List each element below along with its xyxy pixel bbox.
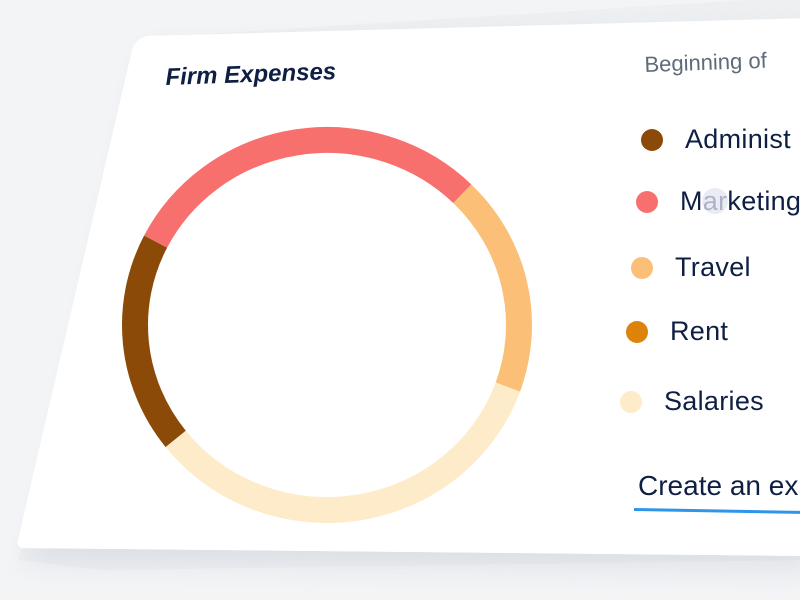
- legend-label-administ: Administ: [685, 124, 791, 154]
- legend-swatch-travel: [631, 256, 653, 279]
- legend-label-salaries: Salaries: [664, 386, 764, 416]
- donut-segment-marketing[interactable]: [144, 127, 472, 248]
- legend-swatch-marketing: [636, 190, 658, 213]
- mouse-cursor-indicator: [702, 188, 728, 214]
- legend-item-administ[interactable]: Administ: [641, 124, 791, 155]
- legend-item-salaries[interactable]: Salaries: [620, 386, 764, 417]
- legend-label-rent: Rent: [670, 316, 729, 346]
- legend-label-travel: Travel: [675, 252, 751, 282]
- create-expense-link[interactable]: Create an ex: [638, 470, 799, 501]
- legend-item-rent[interactable]: Rent: [626, 316, 728, 347]
- legend-swatch-rent: [626, 320, 648, 343]
- donut-segment-salaries[interactable]: [165, 382, 521, 523]
- legend-swatch-salaries: [620, 390, 642, 413]
- donut-segment-travel[interactable]: [453, 184, 532, 392]
- legend-item-travel[interactable]: Travel: [631, 252, 751, 283]
- donut-segment-administ[interactable]: [122, 235, 186, 448]
- legend-label-marketing: Marketing: [680, 186, 800, 216]
- legend-item-marketing[interactable]: Marketing: [636, 186, 800, 217]
- legend-swatch-administ: [641, 128, 663, 151]
